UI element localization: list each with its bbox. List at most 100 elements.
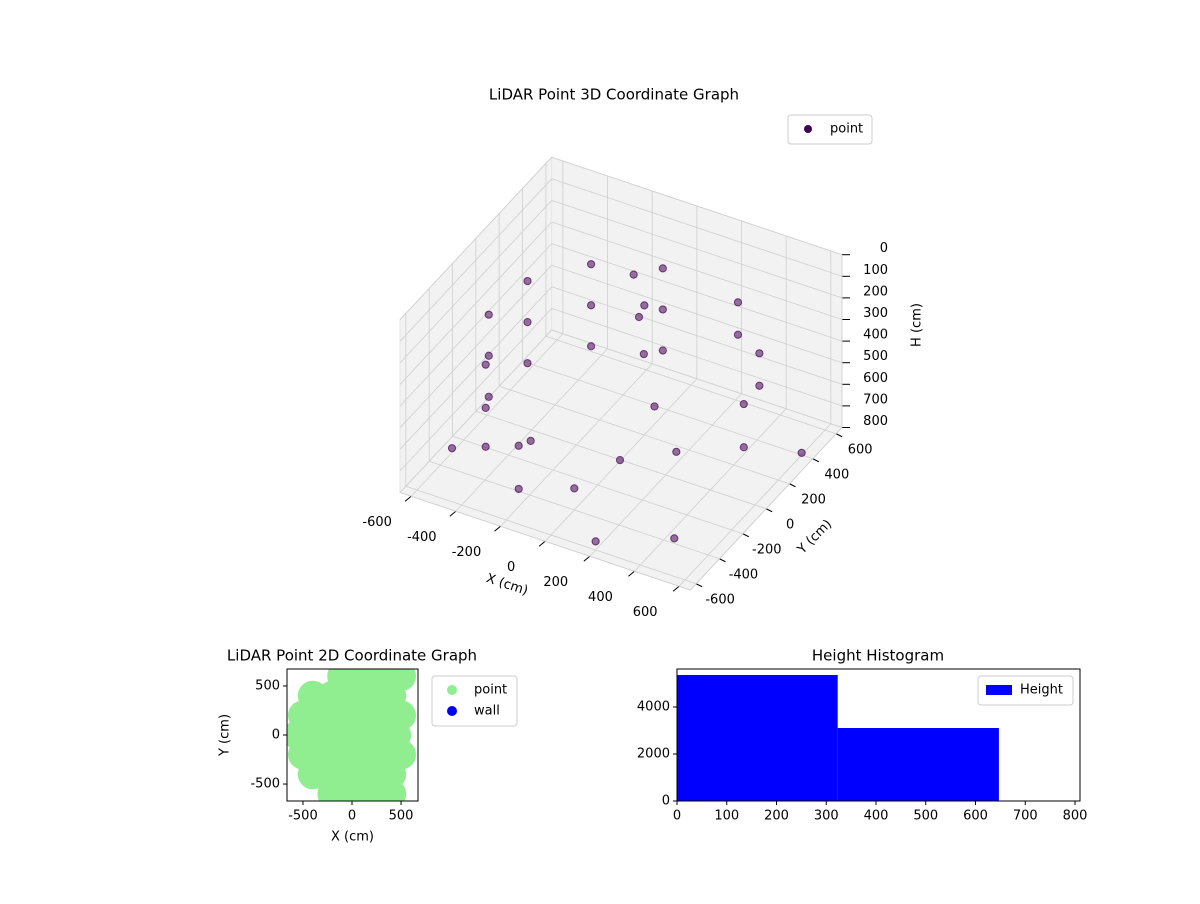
grid-line [551, 156, 843, 256]
chart-title: LiDAR Point 2D Coordinate Graph [227, 647, 477, 665]
y-tick-label: -500 [250, 777, 280, 792]
grid-line [399, 178, 553, 342]
x-tick-label: 0 [348, 809, 356, 824]
z-tick-label: 700 [863, 392, 888, 407]
legend-marker [447, 685, 457, 695]
point [481, 442, 490, 451]
z-axis-label: H (cm) [910, 303, 925, 347]
z-tick-label: 0 [880, 241, 888, 256]
point [586, 342, 596, 351]
tick-mark [449, 510, 457, 517]
legend-marker [447, 706, 457, 716]
point [586, 301, 596, 310]
point [523, 359, 532, 368]
grid-line [551, 178, 843, 277]
point [615, 456, 625, 465]
point [514, 484, 523, 494]
point [526, 436, 535, 445]
x-tick-label: -600 [362, 515, 392, 530]
z-tick-label: 800 [863, 414, 888, 429]
grid-line [522, 360, 813, 460]
tick-mark [583, 555, 591, 562]
tick-mark [719, 558, 726, 563]
x-tick-label: 600 [633, 605, 658, 620]
tick-mark [812, 458, 820, 463]
bar [677, 674, 838, 801]
grid-line [399, 221, 553, 385]
x-tick-label: -200 [452, 545, 482, 560]
x-tick-label: 700 [1013, 809, 1038, 824]
y-tick-label: 600 [848, 442, 873, 457]
x-tick-label: 500 [913, 809, 938, 824]
point [481, 403, 490, 412]
point [481, 360, 490, 369]
tick-mark [494, 525, 501, 532]
x-tick-label: 400 [588, 590, 613, 605]
legend-label: Height [1020, 683, 1063, 698]
grid-line [551, 200, 843, 299]
grid-line [551, 243, 843, 342]
chart-title: LiDAR Point 3D Coordinate Graph [489, 86, 739, 104]
z-tick-label: 600 [863, 371, 888, 386]
grid-line [551, 329, 843, 428]
x-tick-label: 100 [714, 809, 739, 824]
point [523, 318, 532, 327]
grid-line [399, 243, 553, 407]
grid-line [551, 264, 843, 364]
y-tick-label: 500 [255, 678, 280, 693]
z-tick-label: 400 [863, 328, 888, 343]
chart-title: Height Histogram [812, 647, 944, 665]
point [484, 310, 493, 319]
point [514, 441, 523, 450]
y-tick-label: 400 [824, 467, 849, 482]
point [639, 349, 648, 359]
point [658, 305, 667, 314]
grid-line [429, 460, 720, 560]
point [586, 260, 596, 269]
tick-mark [672, 585, 680, 592]
x-tick-label: -400 [407, 530, 437, 545]
x-tick-label: 0 [507, 560, 515, 575]
grid-line [452, 435, 743, 535]
y-tick-label: 4000 [637, 699, 670, 714]
point [739, 443, 748, 452]
tick-mark [742, 533, 750, 538]
tick-mark [404, 495, 412, 502]
x-tick-label: 800 [1063, 809, 1088, 824]
z-tick-label: 100 [863, 263, 888, 278]
point [447, 444, 457, 453]
y-axis-label: Y (cm) [218, 714, 233, 757]
point [570, 484, 579, 493]
grid-line [399, 200, 553, 364]
grid-line [399, 308, 553, 472]
point [523, 276, 532, 286]
point [658, 264, 667, 273]
legend-box [787, 114, 873, 145]
x-tick-label: 200 [764, 809, 789, 824]
y-tick-label: -600 [705, 592, 735, 607]
legend-label: point [474, 683, 507, 698]
point [650, 402, 659, 411]
x-tick-label: 600 [963, 809, 988, 824]
grid-line [551, 221, 843, 320]
point [484, 392, 493, 401]
point [755, 381, 764, 390]
x-tick-label: 300 [814, 809, 839, 824]
tick-mark [789, 483, 796, 488]
y-tick-label: -400 [729, 567, 759, 582]
tick-mark [835, 433, 843, 438]
plot-frame [676, 668, 1081, 802]
point [658, 346, 667, 355]
legend-box [977, 675, 1074, 706]
x-axis-label: X (cm) [331, 830, 374, 845]
grid-line [551, 308, 843, 407]
legend-marker [804, 125, 812, 133]
point [629, 270, 638, 279]
y-tick-label: 2000 [637, 746, 670, 761]
y-axis-line [689, 427, 843, 591]
point [634, 312, 644, 322]
y-tick-label: -200 [752, 542, 782, 557]
bar [837, 728, 999, 801]
legend-swatch [986, 685, 1012, 695]
grid-line [499, 385, 790, 485]
